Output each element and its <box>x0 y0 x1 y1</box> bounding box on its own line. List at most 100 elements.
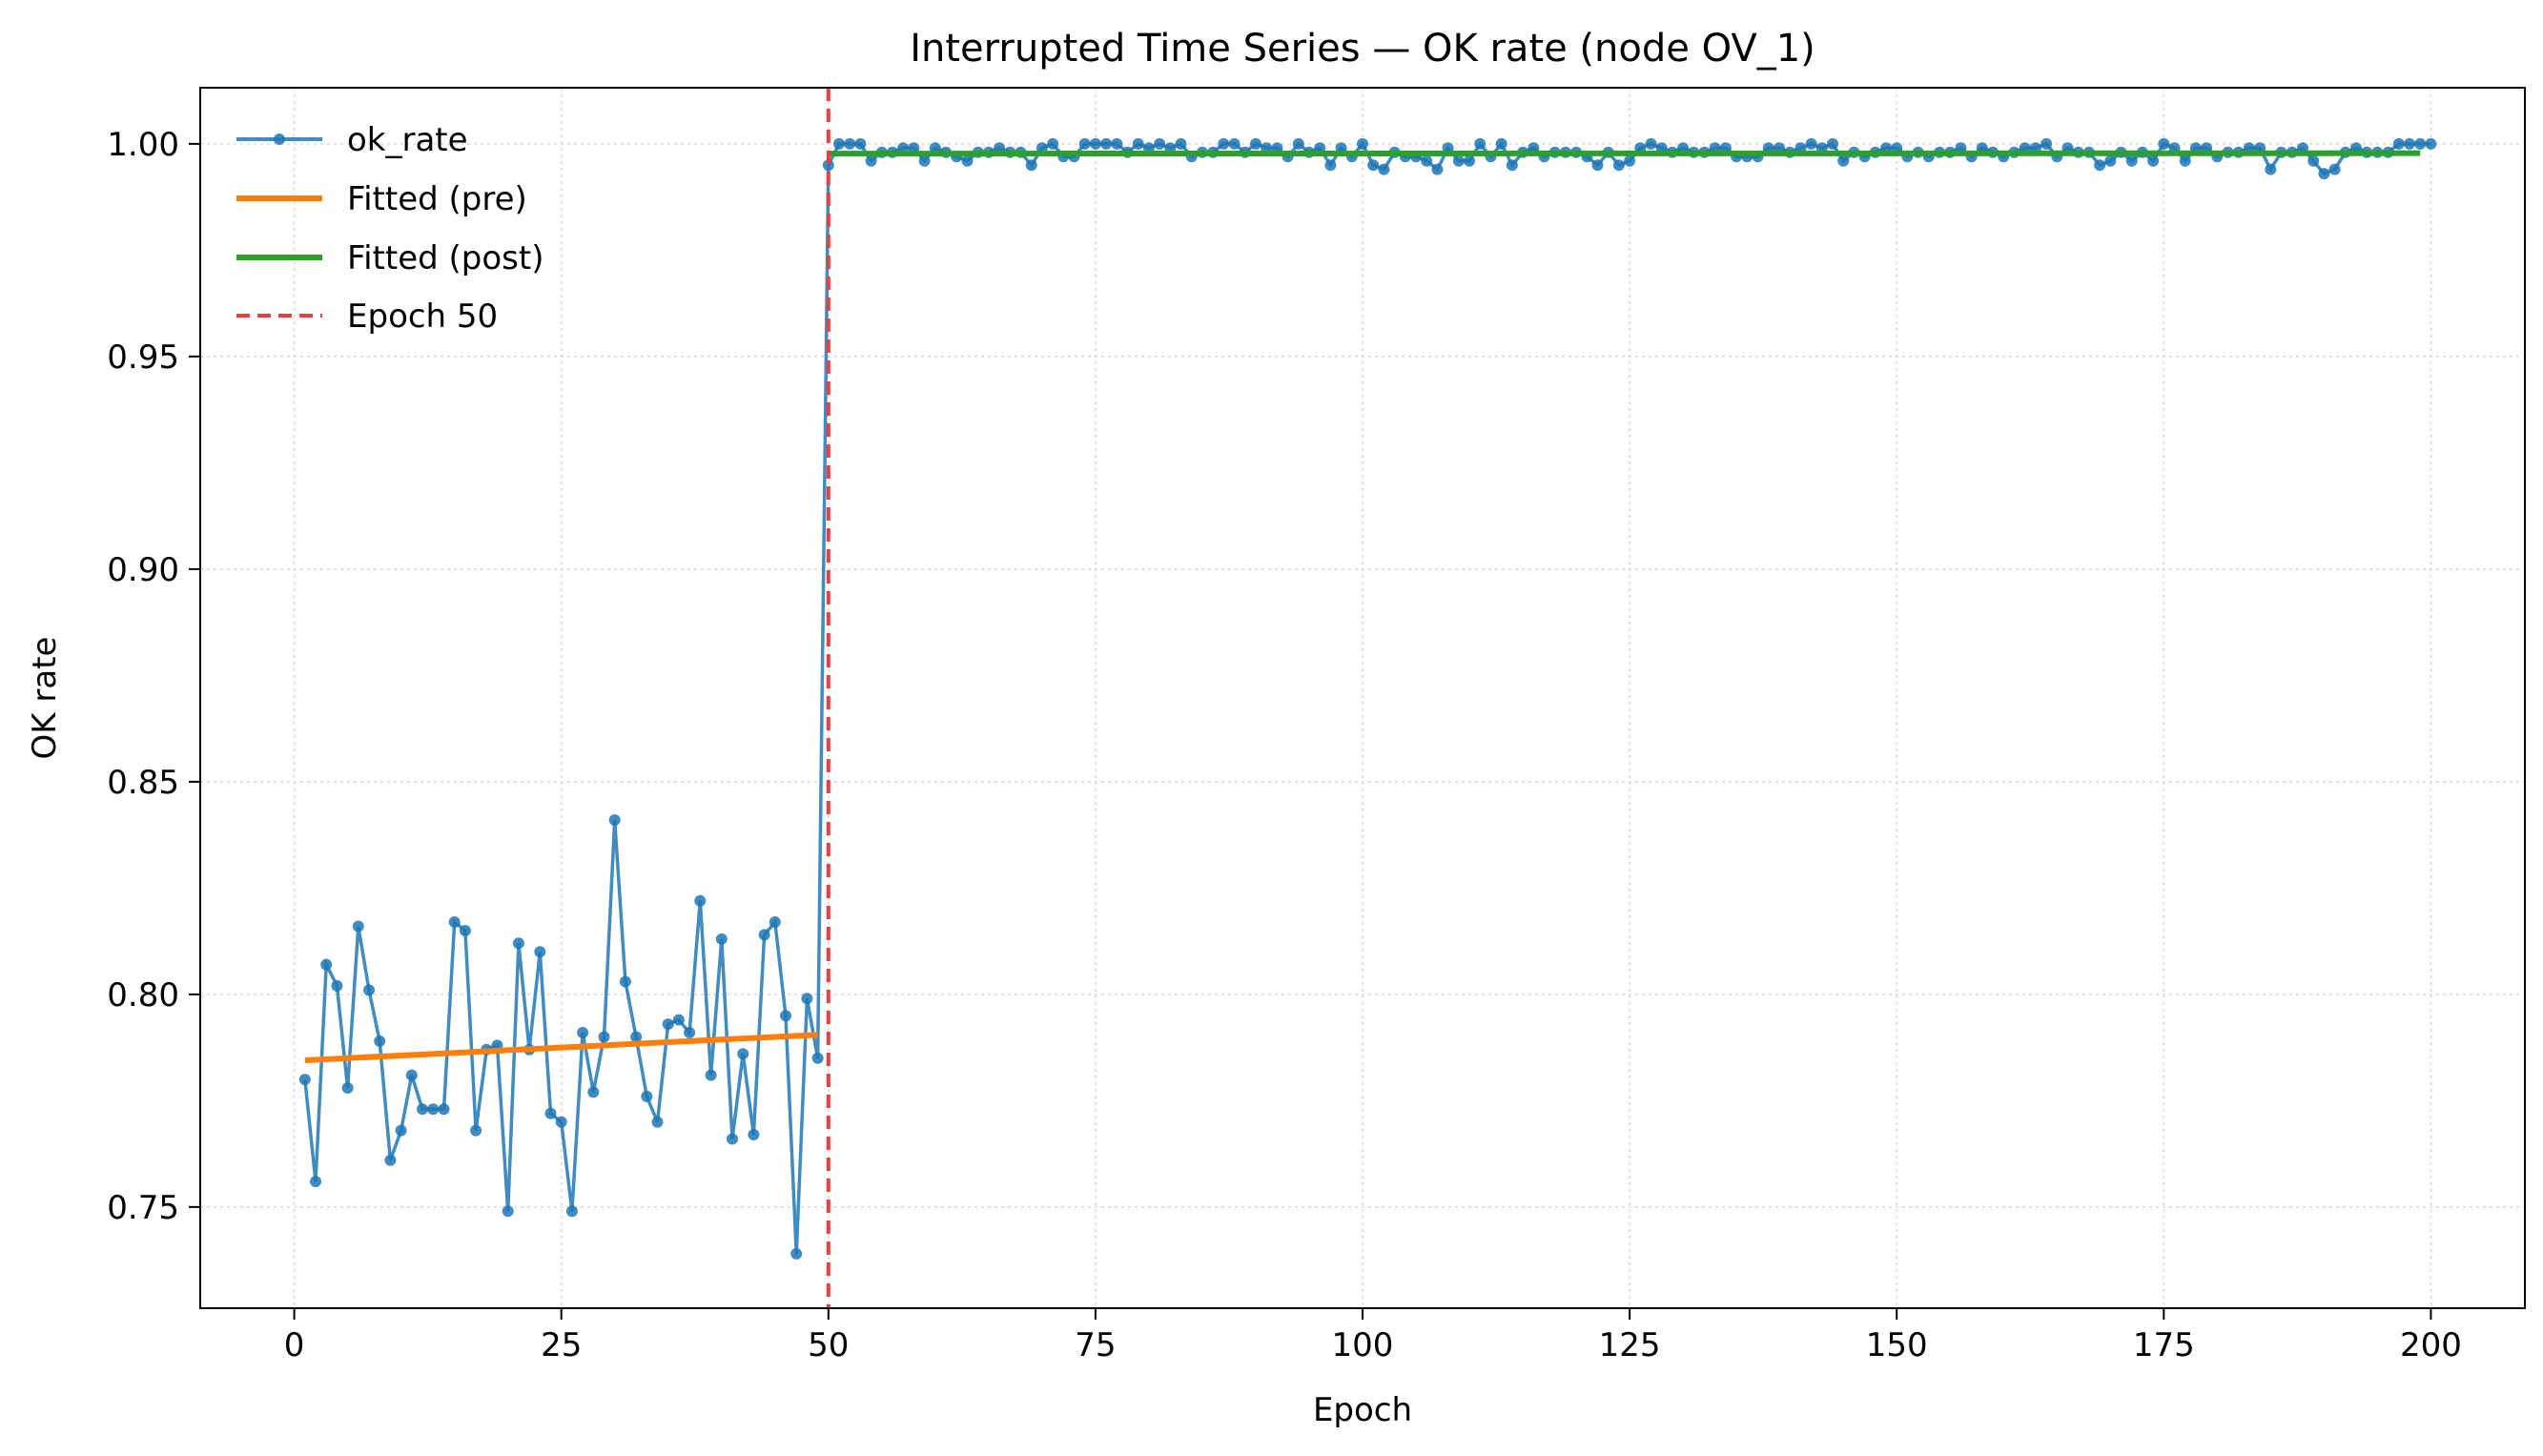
point-ok-rate <box>630 1031 643 1043</box>
y-tick-label: 0.85 <box>107 764 179 802</box>
point-ok-rate <box>790 1247 803 1260</box>
point-ok-rate <box>2147 154 2160 167</box>
point-ok-rate <box>1218 137 1230 150</box>
point-ok-rate <box>405 1069 418 1081</box>
point-ok-rate <box>1464 154 1475 167</box>
x-tick-label: 50 <box>808 1326 849 1364</box>
legend-entry-fitted-pre: Fitted (pre) <box>236 180 527 218</box>
point-ok-rate <box>1111 137 1123 150</box>
point-ok-rate <box>2392 137 2405 150</box>
point-ok-rate <box>694 894 707 907</box>
point-ok-rate <box>2414 137 2427 150</box>
point-ok-rate <box>769 916 781 928</box>
point-ok-rate <box>1078 137 1091 150</box>
x-tick-label: 0 <box>284 1326 305 1364</box>
point-ok-rate <box>298 1074 311 1086</box>
y-tick-label: 1.00 <box>107 126 179 164</box>
point-ok-rate <box>1154 137 1166 150</box>
point-ok-rate <box>2404 137 2415 150</box>
point-ok-rate <box>1100 137 1113 150</box>
point-ok-rate <box>2307 154 2320 167</box>
point-ok-rate <box>459 925 471 936</box>
point-ok-rate <box>320 958 333 971</box>
point-ok-rate <box>2094 159 2106 172</box>
axes: 0 25 50 75 100 125 150 175 200 0.75 0.80 0.85 0.90 0.… <box>107 126 2462 1364</box>
chart-title: Interrupted Time Series — OK rate (node … <box>910 27 1815 71</box>
point-ok-rate <box>1591 159 1604 172</box>
point-ok-rate <box>1357 137 1368 150</box>
x-tick-label: 200 <box>2400 1326 2462 1364</box>
point-ok-rate <box>1175 137 1187 150</box>
legend-label-fitted-post: Fitted (post) <box>347 239 543 277</box>
point-ok-rate <box>715 933 728 945</box>
x-tick-label: 25 <box>541 1326 582 1364</box>
legend-label-epoch-50: Epoch 50 <box>347 297 498 336</box>
plot-data <box>298 88 2437 1308</box>
point-ok-rate <box>727 1133 738 1145</box>
legend: ok_rate Fitted (pre) Fitted (post) Epoch… <box>236 121 543 336</box>
point-ok-rate <box>833 137 845 150</box>
point-ok-rate <box>502 1205 514 1218</box>
point-ok-rate <box>1645 137 1657 150</box>
point-ok-rate <box>438 1103 450 1116</box>
point-ok-rate <box>1421 154 1433 167</box>
point-ok-rate <box>1367 159 1380 172</box>
y-tick-label: 0.90 <box>107 551 179 589</box>
legend-label-ok-rate: ok_rate <box>347 121 468 159</box>
point-ok-rate <box>1495 137 1507 150</box>
point-ok-rate <box>1292 137 1304 150</box>
point-ok-rate <box>662 1018 674 1031</box>
point-ok-rate <box>1250 137 1261 150</box>
point-ok-rate <box>748 1129 760 1140</box>
point-ok-rate <box>1452 154 1465 167</box>
x-axis-label: Epoch <box>1313 1391 1412 1429</box>
point-ok-rate <box>811 1052 824 1064</box>
point-ok-rate <box>544 1107 557 1119</box>
legend-entry-fitted-post: Fitted (post) <box>236 239 543 277</box>
point-ok-rate <box>2328 163 2341 175</box>
point-ok-rate <box>310 1176 321 1188</box>
point-ok-rate <box>470 1124 482 1137</box>
point-ok-rate <box>1612 159 1625 172</box>
x-tick-label: 175 <box>2133 1326 2195 1364</box>
legend-entry-ok-rate: ok_rate <box>236 121 468 159</box>
point-ok-rate <box>1474 137 1487 150</box>
point-ok-rate <box>417 1103 428 1116</box>
point-ok-rate <box>341 1082 354 1094</box>
point-ok-rate <box>352 920 364 933</box>
point-ok-rate <box>844 137 856 150</box>
point-ok-rate <box>395 1124 407 1137</box>
point-ok-rate <box>555 1116 567 1128</box>
point-ok-rate <box>918 154 931 167</box>
point-ok-rate <box>608 814 621 826</box>
point-ok-rate <box>619 975 631 988</box>
point-ok-rate <box>534 946 546 958</box>
point-ok-rate <box>2179 154 2191 167</box>
point-ok-rate <box>780 1010 791 1022</box>
point-ok-rate <box>2425 137 2437 150</box>
point-ok-rate <box>587 1086 600 1098</box>
point-ok-rate <box>1047 137 1059 150</box>
point-ok-rate <box>374 1035 386 1047</box>
y-axis-label: OK rate <box>26 637 64 760</box>
point-ok-rate <box>331 979 343 992</box>
point-ok-rate <box>565 1205 578 1218</box>
x-tick-label: 125 <box>1599 1326 1661 1364</box>
point-ok-rate <box>865 154 877 167</box>
point-ok-rate <box>512 937 524 950</box>
point-ok-rate <box>2125 154 2138 167</box>
y-tick-label: 0.80 <box>107 976 179 1015</box>
point-ok-rate <box>758 929 770 941</box>
point-ok-rate <box>641 1090 653 1102</box>
point-ok-rate <box>598 1031 610 1043</box>
point-ok-rate <box>1837 154 1850 167</box>
point-ok-rate <box>1378 163 1390 175</box>
x-tick-label: 100 <box>1332 1326 1394 1364</box>
point-ok-rate <box>822 159 834 172</box>
x-tick-label: 75 <box>1075 1326 1116 1364</box>
legend-entry-epoch-50: Epoch 50 <box>236 297 498 336</box>
point-ok-rate <box>577 1027 589 1038</box>
point-ok-rate <box>801 993 813 1005</box>
fitted-pre-line <box>304 1032 818 1063</box>
point-ok-rate <box>737 1048 749 1060</box>
